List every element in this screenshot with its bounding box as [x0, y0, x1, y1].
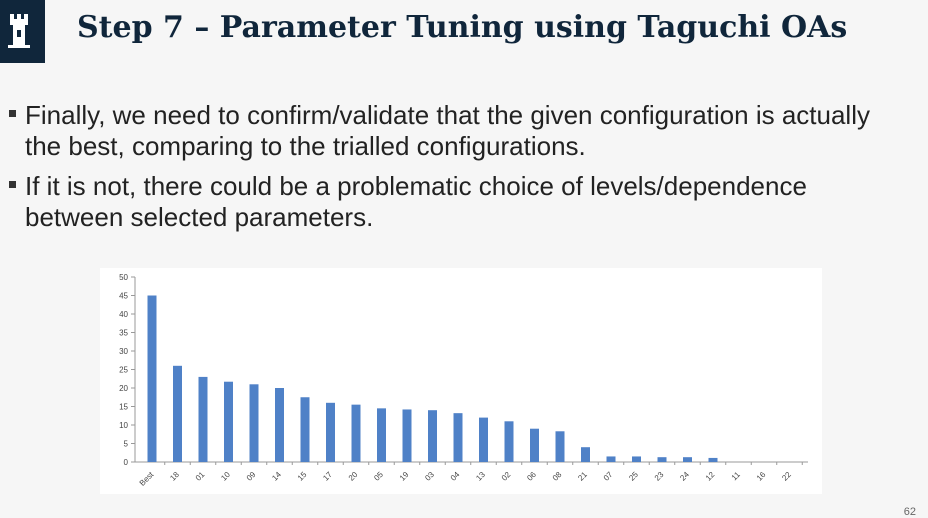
bar [300, 397, 310, 462]
x-tick-label: 04 [449, 470, 462, 483]
x-tick-label: 23 [653, 470, 666, 483]
bar [657, 457, 667, 462]
bar [377, 408, 386, 462]
bar [708, 457, 718, 462]
x-tick-label: 15 [296, 470, 309, 483]
x-tick-label: 22 [780, 470, 793, 483]
x-tick-label: 08 [551, 470, 564, 483]
bullet-item: Finally, we need to confirm/validate tha… [6, 100, 906, 162]
x-tick-label: 13 [474, 470, 487, 483]
bar [479, 417, 488, 462]
bullet-icon [9, 110, 16, 117]
bar [555, 431, 565, 462]
bullet-list: Finally, we need to confirm/validate tha… [6, 100, 906, 242]
x-tick-label: 10 [219, 470, 232, 483]
y-tick-label: 35 [119, 329, 128, 338]
bar [530, 428, 539, 462]
x-tick-label: Best [138, 470, 156, 488]
bullet-icon [9, 181, 16, 188]
y-tick-label: 20 [119, 384, 128, 393]
bar [428, 410, 437, 462]
x-tick-label: 18 [168, 470, 181, 483]
university-logo [0, 0, 45, 63]
bar [224, 381, 233, 462]
bar [275, 388, 284, 462]
y-tick-label: 5 [124, 440, 129, 449]
bar-chart: 0 5 10 15 20 25 30 35 40 45 50 Best 18 01 10 09 14 15 17 20… [100, 268, 822, 494]
bar [173, 365, 182, 462]
bar [504, 421, 514, 462]
y-tick-label: 30 [119, 347, 128, 356]
bar [249, 384, 259, 462]
y-tick-label: 0 [124, 458, 129, 467]
bar [326, 402, 335, 462]
bullet-item: If it is not, there could be a problemat… [6, 171, 906, 233]
bar [453, 413, 463, 462]
y-tick-label: 15 [119, 403, 128, 412]
bar [147, 295, 157, 462]
bar [351, 404, 361, 462]
x-tick-label: 25 [627, 470, 640, 483]
x-tick-label: 14 [270, 470, 283, 483]
x-tick-label: 24 [678, 470, 691, 483]
x-tick-label: 05 [372, 470, 385, 483]
x-tick-label: 06 [525, 470, 538, 483]
x-tick-label: 17 [321, 470, 334, 483]
bar [581, 447, 590, 462]
x-tick-label: 03 [423, 470, 436, 483]
x-tick-label: 12 [704, 470, 717, 483]
y-tick-label: 10 [119, 421, 128, 430]
slide-title: Step 7 – Parameter Tuning using Taguchi … [77, 10, 848, 45]
y-tick-label: 50 [119, 273, 128, 282]
y-tick-label: 25 [119, 366, 128, 375]
y-tick-label: 45 [119, 292, 128, 301]
bar [198, 376, 208, 462]
x-tick-label: 16 [755, 470, 768, 483]
x-tick-label: 01 [194, 470, 207, 483]
x-tick-label: 09 [245, 470, 258, 483]
bullet-text: If it is not, there could be a problemat… [25, 171, 807, 232]
bar [632, 456, 641, 462]
x-tick-label: 19 [398, 470, 411, 483]
bar [606, 456, 616, 462]
x-tick-label: 07 [602, 470, 615, 483]
y-tick-label: 40 [119, 310, 128, 319]
bullet-text: Finally, we need to confirm/validate tha… [25, 100, 870, 161]
bar [683, 457, 692, 462]
x-tick-label: 20 [347, 470, 360, 483]
x-tick-label: 11 [730, 470, 743, 483]
page-number: 62 [903, 506, 916, 518]
bar [402, 409, 412, 462]
x-tick-label: 02 [500, 470, 513, 483]
x-tick-label: 21 [576, 470, 589, 483]
